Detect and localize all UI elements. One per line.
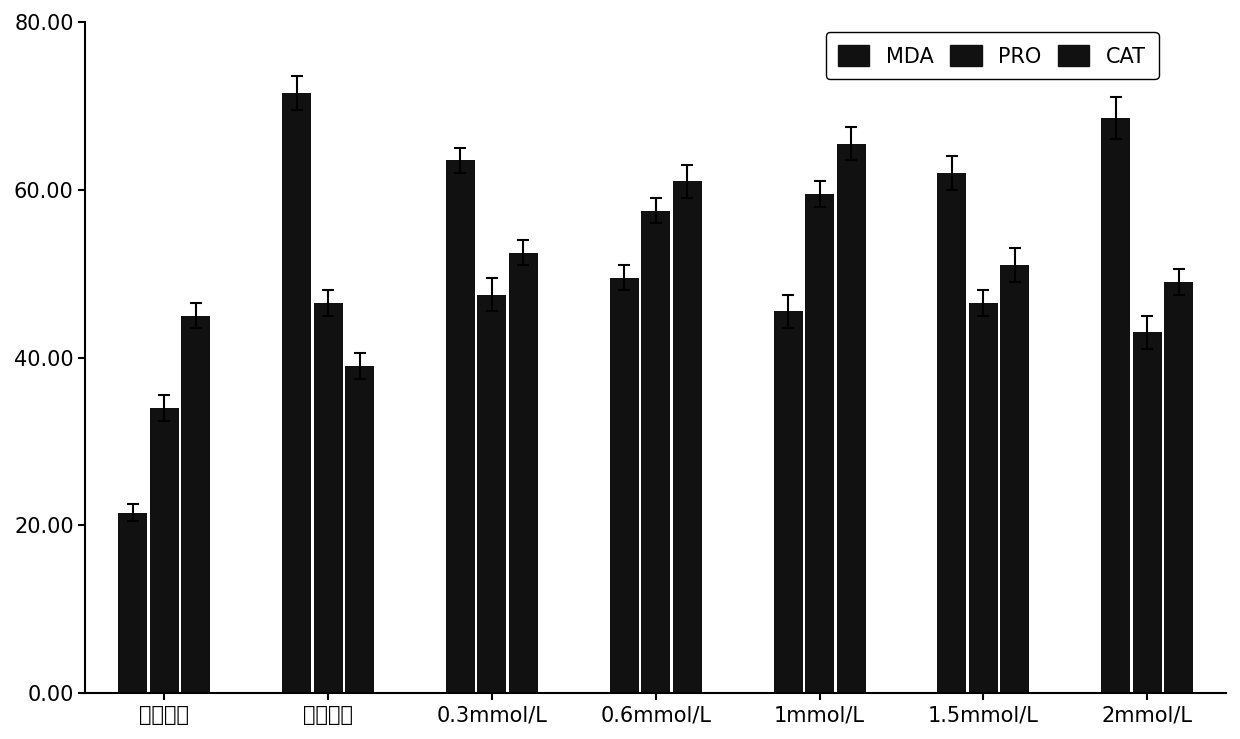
Bar	[1101, 118, 1131, 693]
Bar	[508, 253, 538, 693]
Bar	[805, 194, 835, 693]
Legend: MDA, PRO, CAT: MDA, PRO, CAT	[826, 33, 1158, 79]
Bar	[345, 366, 374, 693]
Bar	[150, 408, 179, 693]
Bar	[673, 181, 702, 693]
Bar	[968, 303, 998, 693]
Bar	[610, 278, 639, 693]
Bar	[641, 211, 671, 693]
Bar	[937, 173, 966, 693]
Bar	[1001, 265, 1029, 693]
Bar	[477, 295, 506, 693]
Bar	[774, 311, 802, 693]
Bar	[181, 316, 211, 693]
Bar	[118, 513, 148, 693]
Bar	[837, 143, 866, 693]
Bar	[446, 160, 475, 693]
Bar	[1133, 333, 1162, 693]
Bar	[1164, 282, 1193, 693]
Bar	[314, 303, 342, 693]
Bar	[281, 93, 311, 693]
